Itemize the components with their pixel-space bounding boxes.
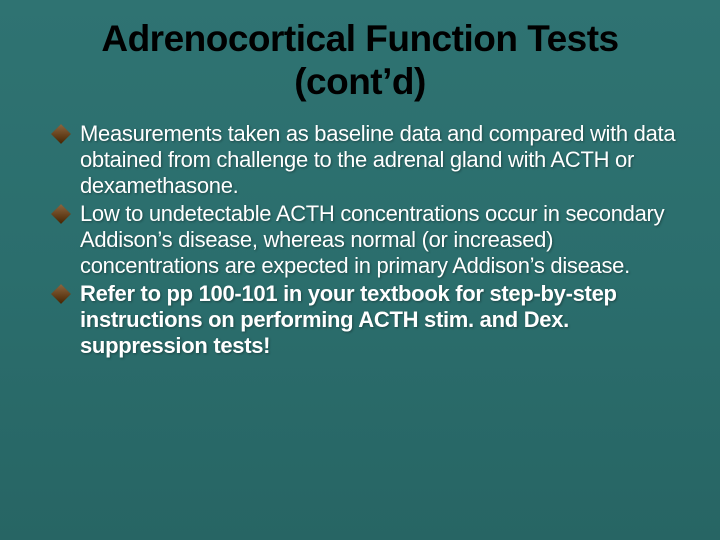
list-item: Refer to pp 100-101 in your textbook for… (54, 281, 680, 359)
list-item: Measurements taken as baseline data and … (54, 121, 680, 199)
diamond-icon (51, 204, 71, 224)
slide-title: Adrenocortical Function Tests (cont’d) (40, 18, 680, 103)
bullet-text: Measurements taken as baseline data and … (80, 121, 675, 198)
bullet-text: Refer to pp 100-101 in your textbook for… (80, 281, 617, 358)
list-item: Low to undetectable ACTH concentrations … (54, 201, 680, 279)
bullet-list: Measurements taken as baseline data and … (40, 121, 680, 359)
diamond-icon (51, 124, 71, 144)
diamond-icon (51, 284, 71, 304)
bullet-text: Low to undetectable ACTH concentrations … (80, 201, 664, 278)
slide: Adrenocortical Function Tests (cont’d) M… (0, 0, 720, 540)
